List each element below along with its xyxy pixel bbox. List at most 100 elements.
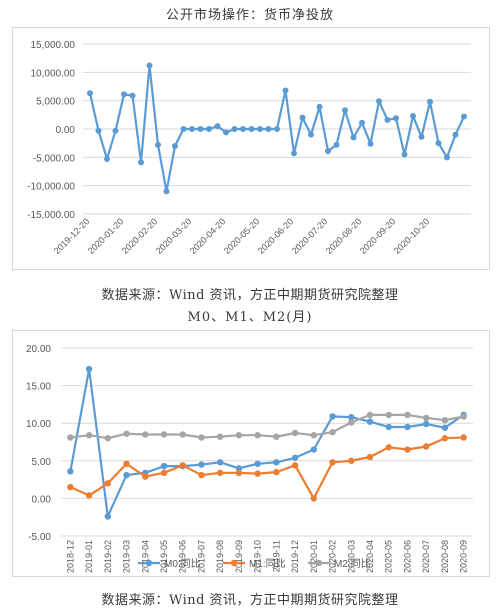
chart1-data-point bbox=[401, 151, 408, 158]
chart2-svg: 20.00 15.00 10.00 5.00 0.00 -5.00 2018-12 2019-… bbox=[26, 344, 473, 573]
chart1-data-point bbox=[95, 127, 102, 134]
chart2-data-point bbox=[385, 423, 392, 431]
chart2-ytick-label: 15.00 bbox=[26, 382, 51, 393]
chart2-data-point bbox=[310, 432, 318, 439]
chart2-xtick-label: 2020-08 bbox=[440, 540, 450, 573]
chart2-data-point bbox=[123, 460, 130, 468]
chart1-data-point bbox=[121, 91, 127, 98]
chart1-data-point bbox=[359, 119, 365, 126]
chart2-legend-label: M0:同比 bbox=[164, 558, 201, 570]
chart1-data-point bbox=[240, 126, 246, 132]
chart2-data-point bbox=[160, 469, 168, 477]
chart2-data-point bbox=[404, 423, 411, 431]
chart2-data-point bbox=[460, 413, 467, 420]
chart1-title: 公开市场操作：货币净投放 bbox=[165, 8, 334, 23]
chart2-data-point bbox=[291, 429, 299, 437]
chart2-data-point bbox=[254, 460, 261, 468]
chart2-data-point bbox=[404, 446, 411, 453]
chart1-data-point bbox=[418, 133, 425, 140]
chart2-data-point bbox=[216, 469, 224, 477]
chart1-data-point bbox=[206, 126, 212, 132]
chart1-xtick-label: 2020-07-20 bbox=[290, 216, 330, 256]
chart2-xtick-label: 2019-06 bbox=[178, 540, 188, 573]
chart1-data-point bbox=[163, 188, 170, 195]
chart1-xtick-label: 2020-06-20 bbox=[256, 216, 296, 256]
chart2-xtick-label: 2019-11 bbox=[271, 540, 281, 572]
chart2-ytick-label: 5.00 bbox=[32, 457, 52, 468]
chart2-data-point bbox=[85, 365, 93, 373]
chart2-data-point bbox=[235, 465, 243, 472]
chart1-xtick-label: 2020-10-20 bbox=[392, 216, 432, 256]
chart2-data-point bbox=[273, 433, 280, 440]
chart2-data-point bbox=[366, 418, 374, 425]
chart2-xtick-label: 2019-02 bbox=[103, 540, 113, 573]
chart2-data-point bbox=[104, 513, 112, 520]
chart1-data-point bbox=[452, 131, 459, 138]
chart2-data-point bbox=[366, 411, 374, 419]
chart1-ytick-label: -10,000.00 bbox=[27, 182, 75, 193]
chart1-data-point bbox=[435, 140, 442, 147]
chart2-xtick-label: 2020-03 bbox=[346, 540, 356, 573]
chart2-data-point bbox=[123, 471, 130, 479]
chart1-data-point bbox=[214, 123, 221, 130]
chart2-data-point bbox=[310, 495, 318, 502]
chart2-data-point bbox=[160, 462, 168, 470]
chart1-data-point bbox=[384, 116, 391, 123]
chart2-xtick-label: 2019-10 bbox=[253, 540, 263, 573]
chart2-data-point bbox=[291, 454, 299, 461]
chart2-data-point bbox=[198, 471, 205, 479]
chart2-data-point bbox=[348, 457, 355, 464]
chart1-data-point bbox=[350, 134, 357, 141]
chart2-ytick-label: 20.00 bbox=[26, 344, 51, 355]
chart2-data-point bbox=[198, 434, 205, 441]
chart2-data-point bbox=[235, 469, 243, 477]
chart2-data-point bbox=[235, 432, 243, 439]
chart1-data-point bbox=[316, 103, 323, 110]
chart2-title: M0、M1、M2(月) bbox=[187, 310, 313, 325]
chart2-data-point bbox=[254, 432, 261, 439]
chart2-xtick-label: 2019-08 bbox=[215, 540, 225, 573]
chart1-data-point bbox=[282, 87, 289, 94]
chart2-data-point bbox=[441, 435, 449, 442]
chart1-container: 15,000.00 10,000.00 5,000.00 0.00 -5,000.00 -… bbox=[12, 27, 490, 270]
chart1-data-point bbox=[172, 143, 178, 149]
chart2-data-point bbox=[273, 468, 280, 476]
chart2-data-point bbox=[67, 468, 74, 475]
chart2-series-line-2 bbox=[69, 436, 464, 500]
chart2-xtick-label: 2019-07 bbox=[196, 540, 206, 573]
chart2-data-point bbox=[441, 424, 449, 431]
chart1-data-point bbox=[393, 115, 399, 122]
chart2-ytick-label: -5.00 bbox=[28, 532, 51, 543]
chart2-data-point bbox=[85, 432, 93, 439]
chart2-xtick-label: 2020-05 bbox=[384, 540, 394, 573]
chart2-container: 20.00 15.00 10.00 5.00 0.00 -5.00 2018-12 2019-… bbox=[12, 330, 490, 577]
chart2-data-point bbox=[385, 444, 392, 451]
chart2-data-point bbox=[85, 492, 93, 499]
chart2-data-point bbox=[366, 453, 374, 461]
chart2-data-point bbox=[329, 459, 336, 466]
chart1-data-point bbox=[444, 154, 450, 161]
chart1-data-point bbox=[325, 148, 331, 155]
chart2-xtick-label: 2020-09 bbox=[459, 540, 469, 573]
chart1-svg: 15,000.00 10,000.00 5,000.00 0.00 -5,000.00 -… bbox=[27, 40, 471, 256]
chart1-xtick-label: 2020-08-20 bbox=[324, 216, 364, 256]
chart2-xtick-label: 2019-05 bbox=[159, 540, 169, 573]
chart2-data-point bbox=[179, 431, 186, 438]
chart2-ytick-label: 0.00 bbox=[32, 494, 52, 505]
chart1-ytick-label: 5,000.00 bbox=[36, 97, 75, 108]
chart2-data-point bbox=[422, 443, 430, 450]
chart2-legend-marker bbox=[145, 559, 153, 567]
chart1-data-point bbox=[104, 156, 110, 163]
chart2-legend-label: M2:同比 bbox=[334, 558, 371, 570]
chart2-data-point bbox=[329, 429, 336, 436]
chart1-xtick-label: 2020-02-20 bbox=[120, 216, 160, 256]
chart2-data-point bbox=[385, 411, 392, 419]
chart1-data-point bbox=[138, 159, 144, 166]
chart2-xtick-label: 2019-03 bbox=[122, 540, 132, 573]
chart1-data-point bbox=[112, 127, 119, 134]
chart1-data-point bbox=[146, 62, 153, 69]
chart1-xtick-label: 2020-04-20 bbox=[188, 216, 228, 256]
chart2-source: 数据来源：Wind 资讯，方正中期期货研究院整理 bbox=[101, 593, 399, 608]
chart1-ytick-label: -5,000.00 bbox=[33, 153, 76, 164]
chart2-data-point bbox=[104, 480, 112, 487]
